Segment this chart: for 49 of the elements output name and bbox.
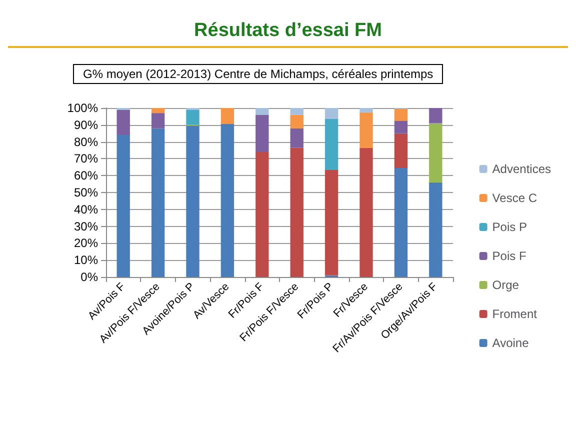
chart-title: Résultats d’essai FM (194, 20, 382, 41)
bar (256, 108, 269, 115)
bar (394, 168, 408, 277)
y-tick-label: 0% (80, 270, 98, 284)
bar (360, 108, 373, 112)
bar (290, 148, 304, 277)
bar (429, 108, 442, 124)
bar (324, 170, 338, 276)
y-tick-label: 40% (74, 202, 98, 216)
bar (394, 133, 408, 168)
bar (429, 123, 442, 182)
bar (324, 118, 338, 170)
bar (151, 113, 165, 128)
bar (290, 128, 304, 148)
bar (360, 112, 373, 148)
bar (220, 124, 234, 277)
legend-label: Adventices (492, 162, 552, 176)
bar (256, 114, 269, 152)
y-tick-label: 80% (74, 134, 98, 149)
legend-label: Vesce C (492, 191, 538, 205)
y-tick-label: 50% (74, 186, 98, 200)
y-tick-label: 100% (67, 101, 98, 115)
y-tick-label: 90% (74, 118, 98, 132)
bar (394, 108, 408, 121)
bar (429, 182, 442, 277)
bar (151, 128, 165, 277)
bar (151, 108, 165, 114)
bar (324, 108, 338, 119)
bar (186, 110, 200, 125)
y-tick-label: 30% (74, 219, 98, 234)
legend-label: Avoine (492, 336, 530, 350)
bar (186, 126, 200, 277)
bar (116, 135, 130, 277)
bar (360, 148, 373, 277)
legend-label: Froment (492, 307, 538, 321)
chart-subtitle: G% moyen (2012-2013) Centre de Michamps, céréales printemps (83, 67, 434, 81)
legend-label: Pois P (492, 220, 527, 234)
y-tick-label: 20% (74, 236, 98, 250)
y-tick-label: 70% (74, 152, 98, 166)
bar (220, 108, 234, 124)
bar (394, 120, 408, 134)
bar (290, 108, 304, 115)
y-tick-label: 60% (74, 168, 98, 183)
y-tick-label: 10% (74, 253, 98, 268)
bar (256, 152, 269, 277)
bar (116, 110, 130, 136)
bar (290, 114, 304, 128)
legend-label: Orge (492, 278, 520, 292)
legend-label: Pois F (492, 249, 526, 263)
